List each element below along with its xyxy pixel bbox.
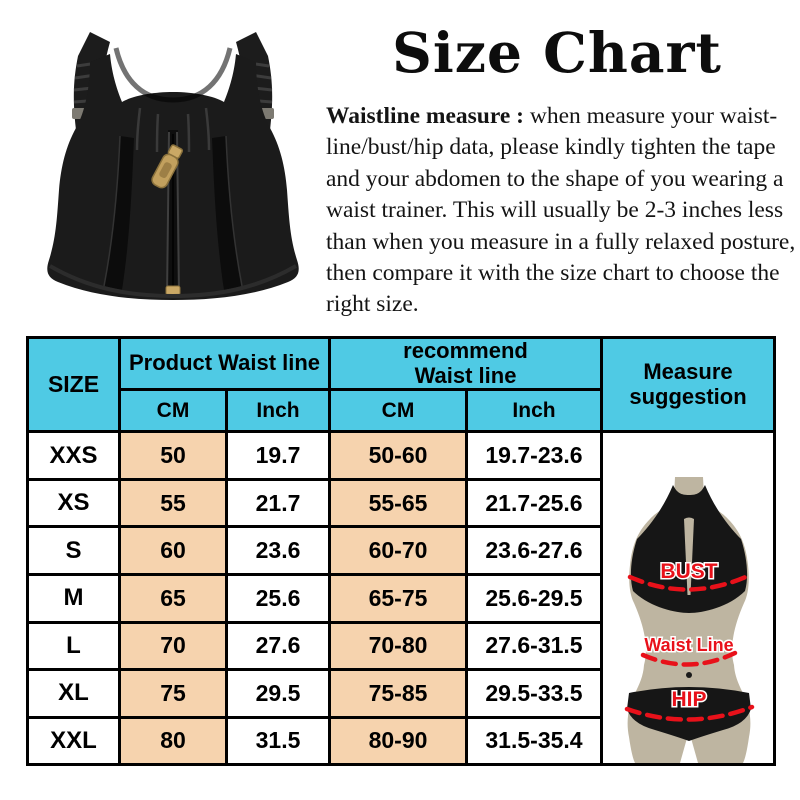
- measure-figure-cell: BUST Waist Line HIP: [600, 430, 776, 767]
- recommend-inch-cell: 21.7-25.6: [465, 477, 603, 529]
- intro-lead: Waistline measure :: [326, 103, 524, 129]
- inch-column-header-recommend: Inch: [465, 388, 603, 434]
- hip-label: HIP: [671, 688, 706, 711]
- intro-line-4: waist trainer. This will usually be 2-3 …: [326, 197, 784, 224]
- intro-paragraph: Waistline measure : when measure your wa…: [326, 101, 800, 321]
- bust-measure-line: [627, 573, 752, 592]
- inch-column-header-product: Inch: [225, 388, 331, 434]
- recommend-inch-cell: 19.7-23.6: [465, 430, 603, 481]
- recommend-inch-cell: 23.6-27.6: [465, 525, 603, 576]
- intro-line-1: Waistline measure : when measure your wa…: [326, 101, 800, 132]
- size-cell: M: [26, 572, 121, 624]
- product-cm-cell: 80: [118, 715, 228, 767]
- recommend-cm-cell: 65-75: [328, 572, 468, 624]
- intro-line-2: line/bust/hip data, please kindly tighte…: [326, 134, 776, 161]
- product-cm-cell: 65: [118, 572, 228, 624]
- product-inch-cell: 29.5: [225, 668, 331, 719]
- intro-line-6: then compare it with the size chart to c…: [326, 260, 780, 287]
- table-header-row-groups: SIZE Product Waist line recommend Waist …: [26, 335, 776, 434]
- product-inch-cell: 31.5: [225, 715, 331, 767]
- intro-line-3: and your abdomen to the shape of you wea…: [326, 165, 784, 192]
- product-cm-cell: 55: [118, 477, 228, 529]
- product-inch-cell: 25.6: [225, 572, 331, 624]
- size-cell: XXL: [26, 715, 121, 767]
- size-cell: L: [26, 620, 121, 672]
- page-title: Size Chart: [392, 20, 722, 85]
- recommend-cm-cell: 70-80: [328, 620, 468, 672]
- recommend-group-line-1: recommend: [403, 338, 528, 363]
- product-inch-cell: 21.7: [225, 477, 331, 529]
- table-row-xxl: XXL 80 31.5 80-90 31.5-35.4: [26, 715, 775, 767]
- product-cm-cell: 60: [118, 525, 228, 576]
- product-inch-cell: 23.6: [225, 525, 331, 576]
- product-inch-cell: 19.7: [225, 430, 331, 481]
- waist-line-label: Waist Line: [644, 635, 733, 655]
- cm-column-header-recommend: CM: [328, 388, 468, 434]
- product-cm-cell: 75: [118, 668, 228, 719]
- recommend-cm-cell: 55-65: [328, 477, 468, 529]
- size-cell: S: [26, 525, 121, 576]
- bikini-bottom: [626, 687, 751, 742]
- recommend-cm-cell: 80-90: [328, 715, 468, 767]
- intro-line-5: than when you measure in a fully relaxed…: [326, 228, 796, 255]
- navel-dot: [685, 672, 692, 679]
- recommend-cm-cell: 75-85: [328, 668, 468, 719]
- waist-measure-line: [640, 651, 737, 667]
- cm-column-header-product: CM: [118, 388, 228, 434]
- product-waistline-group-header: Product Waist line: [118, 335, 331, 392]
- recommend-cm-cell: 50-60: [328, 430, 468, 481]
- size-column-header: SIZE: [26, 335, 121, 434]
- recommend-inch-cell: 25.6-29.5: [465, 572, 603, 624]
- product-inch-cell: 27.6: [225, 620, 331, 672]
- zipper-stop: [165, 285, 181, 296]
- recommend-waistline-group-header: recommend Waist line: [328, 335, 603, 392]
- hip-measure-line: [624, 705, 754, 722]
- table-row-xs: XS 55 21.7 55-65 21.7-25.6: [26, 477, 775, 529]
- table-header-row-units: CM Inch CM Inch: [28, 388, 775, 434]
- measure-header-line-1: Measure: [643, 359, 733, 384]
- boning-seams: [135, 107, 211, 153]
- size-table: SIZE Product Waist line recommend Waist …: [26, 335, 776, 767]
- intro-line-7: right size.: [326, 291, 419, 318]
- product-photo: [47, 32, 299, 300]
- table-row-l: L 70 27.6 70-80 27.6-31.5: [26, 620, 775, 672]
- size-cell: XL: [26, 668, 121, 719]
- product-cm-cell: 50: [118, 430, 228, 481]
- recommend-cm-cell: 60-70: [328, 525, 468, 576]
- bust-label: BUST: [660, 560, 717, 583]
- measure-header-line-2: suggestion: [629, 383, 747, 409]
- size-cell: XS: [26, 477, 121, 529]
- table-row-s: S 60 23.6 60-70 23.6-27.6: [26, 525, 775, 576]
- recommend-group-line-2: Waist line: [414, 362, 517, 388]
- body-figure-illustration: BUST Waist Line HIP: [624, 477, 754, 762]
- table-row-xl: XL 75 29.5 75-85 29.5-33.5: [26, 668, 775, 719]
- table-row-xxs: XXS 50 19.7 50-60 19.7-23.6: [26, 430, 776, 767]
- product-cm-cell: 70: [118, 620, 228, 672]
- intro-line-1-rest: when measure your waist-: [524, 103, 778, 129]
- recommend-inch-cell: 31.5-35.4: [465, 715, 603, 767]
- zipper-pull: [151, 144, 184, 189]
- measure-suggestion-header: Measure suggestion: [600, 335, 776, 434]
- table-row-m: M 65 25.6 65-75 25.6-29.5: [26, 572, 775, 624]
- size-cell: XXS: [26, 430, 121, 481]
- recommend-inch-cell: 27.6-31.5: [465, 620, 603, 672]
- recommend-inch-cell: 29.5-33.5: [465, 668, 603, 719]
